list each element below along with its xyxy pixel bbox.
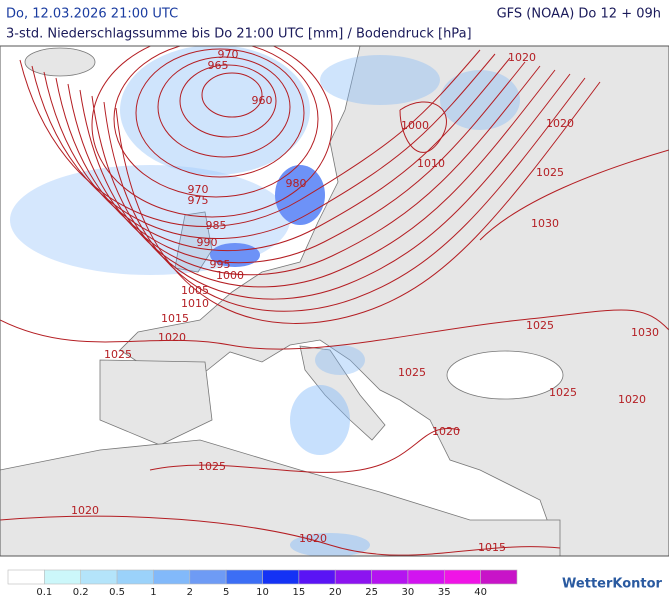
isobar bbox=[43, 57, 511, 252]
legend-label: 30 bbox=[402, 587, 415, 598]
legend-label: 15 bbox=[292, 587, 305, 598]
isobar-label: 1010 bbox=[417, 157, 445, 170]
legend-label: 1 bbox=[150, 587, 156, 598]
isobar bbox=[19, 49, 481, 227]
legend-label: 2 bbox=[187, 587, 193, 598]
isobar-label: 965 bbox=[208, 59, 229, 72]
isobar bbox=[55, 61, 526, 264]
isobar bbox=[91, 46, 333, 218]
isobar-label: 1025 bbox=[526, 319, 554, 332]
legend-swatch bbox=[407, 569, 445, 585]
legend-swatch bbox=[371, 569, 409, 585]
isobar-label: 1020 bbox=[546, 117, 574, 130]
isobar-label: 980 bbox=[286, 177, 307, 190]
iceland bbox=[24, 47, 96, 77]
iberia bbox=[99, 359, 213, 446]
britain bbox=[174, 211, 213, 273]
isobar-label: 1025 bbox=[549, 386, 577, 399]
isobar bbox=[103, 77, 586, 312]
isobar-label: 960 bbox=[252, 94, 273, 107]
legend-swatch bbox=[262, 569, 300, 585]
legend-label: 40 bbox=[474, 587, 487, 598]
isobar-label: 1005 bbox=[181, 284, 209, 297]
isobar-label: 1000 bbox=[216, 269, 244, 282]
isobar-label: 1020 bbox=[71, 504, 99, 517]
legend-swatch bbox=[443, 569, 481, 585]
legend-label: 10 bbox=[256, 587, 269, 598]
legend-swatch bbox=[298, 569, 336, 585]
isobar bbox=[135, 48, 305, 178]
isobar bbox=[113, 46, 319, 198]
isobar bbox=[149, 427, 461, 473]
legend-label: 0.5 bbox=[109, 587, 125, 598]
isobar bbox=[201, 72, 263, 118]
legend-label: 0.2 bbox=[73, 587, 89, 598]
isobar-label: 970 bbox=[188, 183, 209, 196]
isobar bbox=[31, 53, 496, 240]
map-frame bbox=[0, 45, 669, 557]
isobar-label: 1025 bbox=[104, 348, 132, 361]
isobar-label: 990 bbox=[197, 236, 218, 249]
isobar-label: 1025 bbox=[398, 366, 426, 379]
legend-swatch bbox=[7, 569, 45, 585]
legend-swatch bbox=[334, 569, 372, 585]
isobar-label: 1025 bbox=[536, 166, 564, 179]
legend-swatch bbox=[116, 569, 154, 585]
isobar-label: 1020 bbox=[508, 51, 536, 64]
precipitation bbox=[10, 46, 520, 556]
legend-swatch bbox=[189, 569, 227, 585]
italy bbox=[299, 345, 386, 441]
subtitle: 3-std. Niederschlagssumme bis Do 21:00 U… bbox=[6, 27, 472, 42]
isobar-label: 970 bbox=[218, 48, 239, 61]
isobar bbox=[157, 56, 291, 158]
isobar-label: 1020 bbox=[299, 532, 327, 545]
isobar-label: 1015 bbox=[478, 541, 506, 554]
isobar-label: 1030 bbox=[631, 326, 659, 339]
isobar-label: 1020 bbox=[158, 331, 186, 344]
datetime: Do, 12.03.2026 21:00 UTC bbox=[6, 7, 178, 22]
legend-swatch bbox=[44, 569, 82, 585]
isobar-label: 985 bbox=[206, 219, 227, 232]
isobar-label: 1025 bbox=[198, 460, 226, 473]
isobars bbox=[0, 46, 669, 556]
legend-swatch bbox=[480, 569, 518, 585]
isobar-label: 1020 bbox=[618, 393, 646, 406]
isobar-label: 995 bbox=[210, 258, 231, 271]
legend-swatch bbox=[80, 569, 118, 585]
legend: 0.1 0.2 0.5 1 2 5 10 15 20 25 30 35 40 bbox=[7, 569, 518, 598]
isobar-label: 1015 bbox=[161, 312, 189, 325]
map-area: 9709659601000101010201020102510309709759… bbox=[0, 46, 669, 556]
isobar bbox=[79, 69, 556, 288]
legend-swatch bbox=[225, 569, 263, 585]
legend-label: 35 bbox=[438, 587, 451, 598]
isobar bbox=[399, 101, 447, 153]
africa bbox=[0, 439, 561, 556]
isobar-label: 1010 bbox=[181, 297, 209, 310]
legend-label: 0.1 bbox=[36, 587, 52, 598]
legend-label: 5 bbox=[223, 587, 229, 598]
isobar-label: 975 bbox=[188, 194, 209, 207]
isobar bbox=[0, 515, 561, 556]
isobar bbox=[91, 73, 571, 300]
isobar-label: 1020 bbox=[432, 425, 460, 438]
model-run: GFS (NOAA) Do 12 + 09h bbox=[497, 7, 661, 22]
isobar-label: 1000 bbox=[401, 119, 429, 132]
legend-label: 25 bbox=[365, 587, 378, 598]
europe-land bbox=[119, 46, 669, 556]
isobar bbox=[115, 81, 601, 324]
legend-swatch bbox=[153, 569, 191, 585]
logo: WetterKontor bbox=[562, 577, 663, 592]
isobar-label: 1030 bbox=[531, 217, 559, 230]
isobar bbox=[179, 64, 277, 138]
legend-label: 20 bbox=[329, 587, 342, 598]
isobar bbox=[0, 309, 669, 350]
isobar bbox=[67, 65, 541, 276]
isobar bbox=[479, 149, 669, 241]
black-sea bbox=[446, 350, 564, 400]
